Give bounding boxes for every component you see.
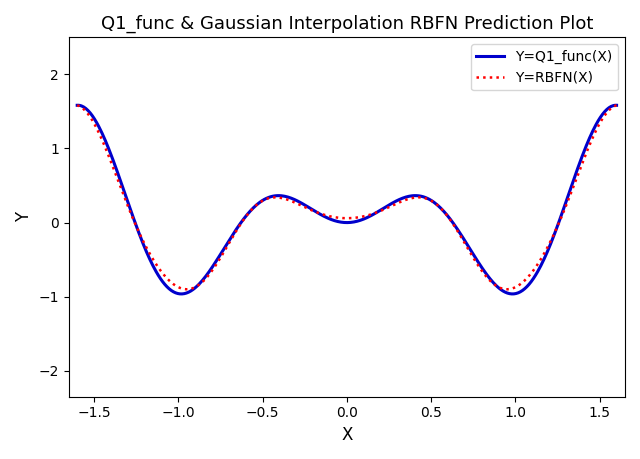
Y=RBFN(X) xyxy=(504,286,511,292)
Title: Q1_func & Gaussian Interpolation RBFN Prediction Plot: Q1_func & Gaussian Interpolation RBFN Pr… xyxy=(100,15,593,33)
Y=Q1_func(X) xyxy=(366,213,374,219)
Y=Q1_func(X) xyxy=(516,289,524,295)
Y=Q1_func(X) xyxy=(74,102,81,108)
Line: Y=RBFN(X): Y=RBFN(X) xyxy=(77,105,616,289)
Y-axis label: Y: Y xyxy=(15,212,33,222)
Y=Q1_func(X) xyxy=(334,219,342,224)
Y=RBFN(X) xyxy=(601,112,609,118)
Y=RBFN(X) xyxy=(74,102,81,108)
Y=Q1_func(X) xyxy=(601,109,609,114)
Y=Q1_func(X) xyxy=(396,197,403,202)
Y=RBFN(X) xyxy=(330,214,337,220)
Y=Q1_func(X) xyxy=(331,218,339,224)
Y=RBFN(X) xyxy=(516,281,524,287)
Y=Q1_func(X) xyxy=(612,102,620,108)
Y=RBFN(X) xyxy=(394,200,402,206)
Legend: Y=Q1_func(X), Y=RBFN(X): Y=Q1_func(X), Y=RBFN(X) xyxy=(471,44,618,90)
Y=RBFN(X) xyxy=(365,212,373,218)
X-axis label: X: X xyxy=(341,426,353,444)
Y=Q1_func(X) xyxy=(177,291,185,297)
Y=Q1_func(X) xyxy=(612,102,620,108)
Y=RBFN(X) xyxy=(333,215,340,220)
Y=RBFN(X) xyxy=(612,102,620,108)
Line: Y=Q1_func(X): Y=Q1_func(X) xyxy=(77,105,616,294)
